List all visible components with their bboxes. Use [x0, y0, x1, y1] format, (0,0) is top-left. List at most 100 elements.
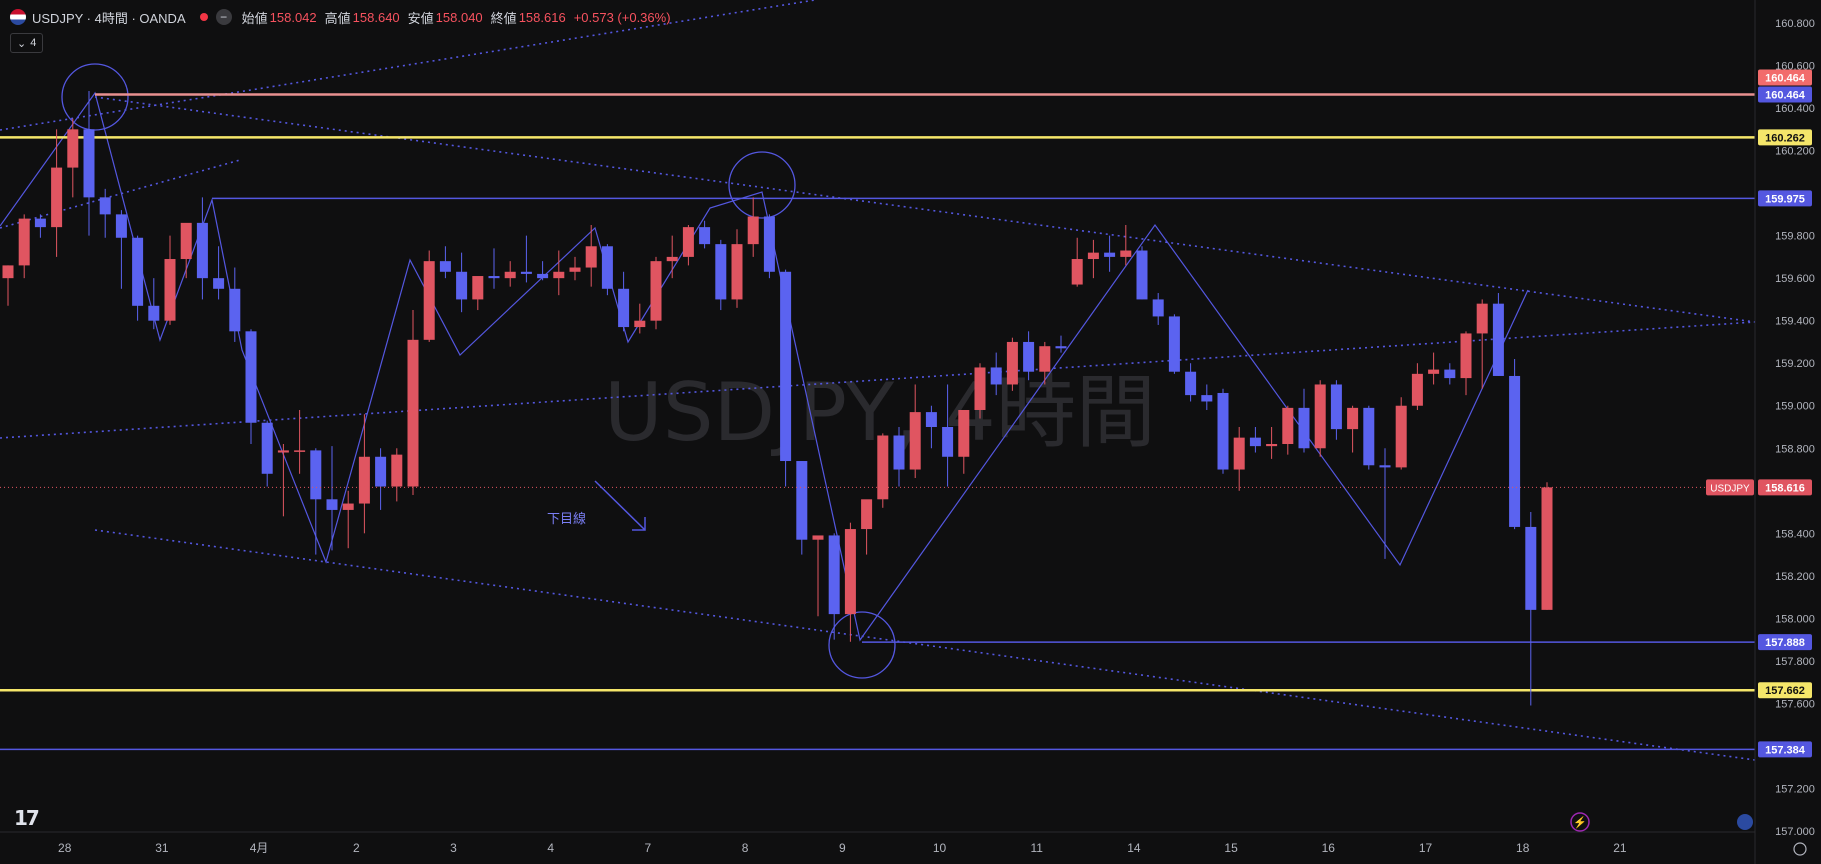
candle-body — [1363, 407, 1375, 466]
annotation-label: 下目線 — [547, 511, 586, 526]
candle-body — [358, 456, 370, 504]
candle-body — [747, 216, 759, 245]
change-value: +0.573 (+0.36%) — [573, 9, 671, 25]
candle-body — [682, 227, 694, 257]
candle-body — [180, 222, 192, 260]
x-tick-label: 11 — [1030, 841, 1043, 855]
candle-body — [1444, 369, 1456, 379]
price-axis-tag: 158.616 — [1758, 479, 1812, 496]
price-tag-text: 157.888 — [1765, 637, 1805, 649]
price-tag-bg — [1758, 682, 1812, 699]
candle-body — [520, 271, 532, 274]
y-tick-label: 159.400 — [1775, 316, 1815, 328]
candle-body — [1282, 407, 1294, 445]
candle-body — [1525, 526, 1537, 610]
candle-body — [229, 288, 241, 332]
candle-body — [472, 276, 484, 300]
y-tick-label: 160.400 — [1775, 103, 1815, 115]
candle-body — [1476, 303, 1488, 334]
y-tick-label: 159.200 — [1775, 358, 1815, 370]
candle-body — [51, 167, 63, 228]
candle-body — [2, 265, 14, 279]
x-tick-label: 21 — [1613, 841, 1627, 855]
candle-body — [391, 454, 403, 487]
low-label: 安値 — [407, 10, 434, 26]
price-tag-bg — [1758, 69, 1812, 86]
x-tick-label: 10 — [933, 841, 947, 855]
price-axis-tag: 160.262 — [1758, 129, 1812, 146]
price-tag-bg — [1758, 129, 1812, 146]
candle-body — [1152, 299, 1164, 317]
candle-body — [925, 412, 937, 427]
candle-body — [310, 450, 322, 500]
candle-body — [585, 246, 597, 268]
x-tick-label: 4 — [547, 841, 554, 855]
candle-body — [861, 499, 873, 530]
low-value: 158.040 — [435, 9, 483, 25]
minus-circle-icon[interactable]: − — [215, 9, 232, 25]
us-flag-icon — [1737, 814, 1753, 830]
candle-body — [83, 129, 95, 198]
candle-body — [877, 435, 889, 500]
candle-body — [634, 320, 646, 328]
candle-body — [1395, 405, 1407, 468]
candle-body — [780, 271, 792, 462]
candle-body — [942, 427, 954, 457]
candle-body — [1071, 259, 1083, 285]
candle-body — [1541, 487, 1553, 610]
candle-body — [828, 535, 840, 615]
candle-body — [1330, 384, 1342, 430]
x-tick-label: 4月 — [250, 841, 269, 855]
y-tick-label: 158.000 — [1775, 613, 1815, 625]
candle-body — [990, 367, 1002, 385]
candle-body — [601, 246, 613, 289]
price-tag-bg — [1758, 190, 1812, 207]
price-axis-tag: 159.975 — [1758, 190, 1812, 207]
candle-body — [1201, 395, 1213, 402]
candle-body — [115, 214, 127, 238]
candle-body — [1039, 346, 1051, 372]
price-tag-text: 158.616 — [1765, 482, 1805, 494]
symbol-axis-tag: USDJPY — [1706, 479, 1754, 496]
candle-body — [666, 256, 678, 262]
candle-body — [1298, 407, 1310, 449]
symbol-title[interactable]: USDJPY · 4時間 · OANDA — [32, 10, 186, 26]
price-tag-text: 160.464 — [1765, 89, 1806, 101]
candle-body — [699, 227, 711, 245]
swing-circle-0 — [61, 63, 129, 131]
candle-body — [893, 435, 905, 470]
indicator-count: 4 — [30, 37, 37, 49]
candle-body — [1136, 250, 1148, 300]
candle-body — [1006, 341, 1018, 385]
high-value: 158.640 — [352, 9, 400, 25]
close-value: 158.616 — [518, 9, 566, 25]
y-tick-label: 158.800 — [1775, 443, 1815, 455]
candle-body — [1233, 437, 1245, 470]
candle-body — [1411, 373, 1423, 406]
market-status-icon — [199, 13, 208, 21]
candle-body — [715, 244, 727, 300]
price-tag-bg — [1758, 479, 1812, 496]
price-tag-text: 160.464 — [1765, 72, 1806, 84]
y-tick-label: 159.600 — [1775, 273, 1815, 285]
x-tick-label: 15 — [1224, 841, 1238, 855]
candle-body — [537, 273, 549, 279]
candle-body — [375, 456, 387, 487]
x-tick-label: 16 — [1322, 841, 1336, 855]
swing-circle-2 — [828, 611, 896, 679]
candle-body — [488, 276, 500, 279]
candle-body — [763, 216, 775, 272]
candle-body — [1347, 407, 1359, 430]
candle-body — [67, 129, 79, 168]
y-tick-label: 158.400 — [1775, 528, 1815, 540]
price-tag-text: 159.975 — [1765, 193, 1805, 205]
y-tick-label: 157.200 — [1775, 783, 1815, 795]
candle-body — [1460, 333, 1472, 379]
price-tag-text: 160.262 — [1765, 132, 1805, 144]
indicator-toggle-button[interactable]: ⌄ 4 — [10, 33, 44, 53]
y-tick-label: 158.200 — [1775, 571, 1815, 583]
x-tick-label: 2 — [353, 841, 360, 855]
candle-body — [18, 218, 30, 266]
candle-body — [1217, 392, 1229, 470]
